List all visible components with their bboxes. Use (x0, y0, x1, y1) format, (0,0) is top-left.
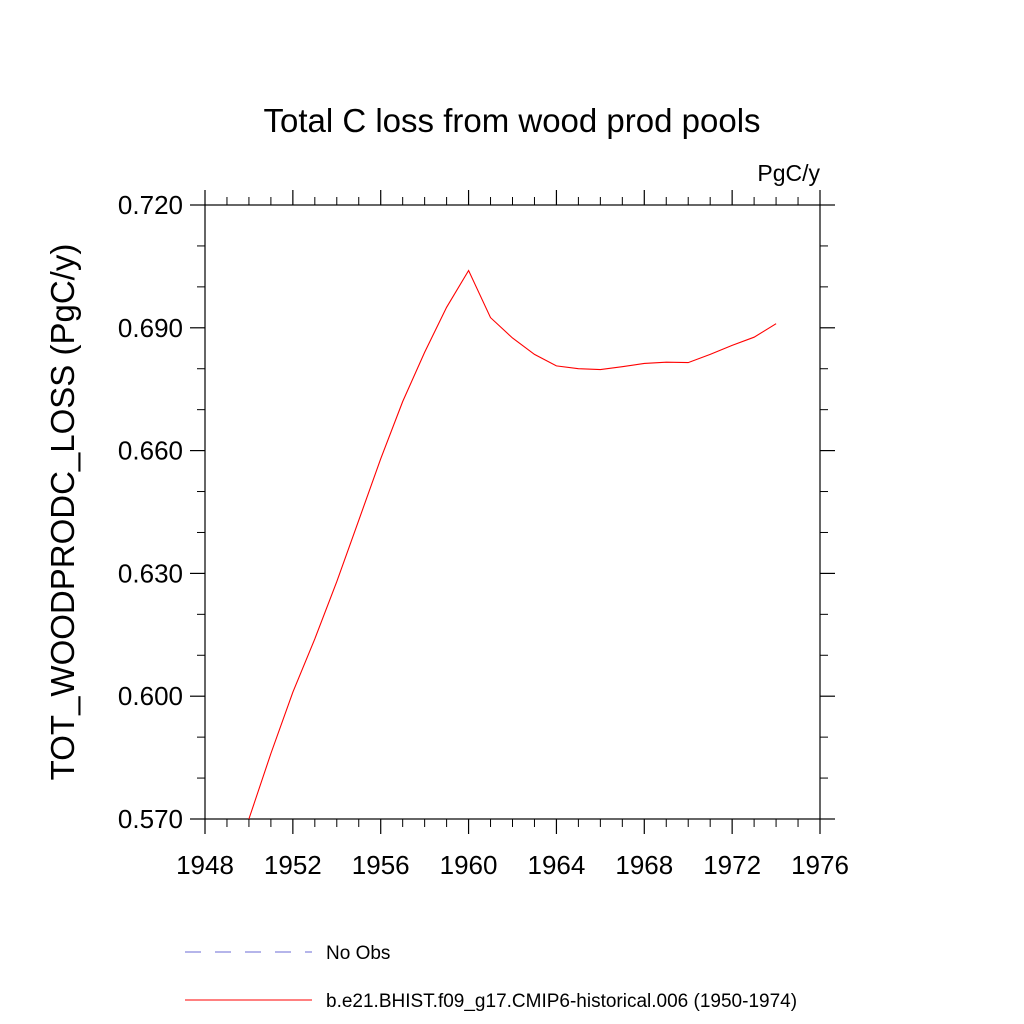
legend: No Obs b.e21.BHIST.f09_g17.CMIP6-historic… (185, 943, 797, 1012)
x-tick-label: 1952 (264, 850, 322, 880)
x-tick-label: 1972 (703, 850, 761, 880)
x-tick-label: 1976 (791, 850, 849, 880)
units-label: PgC/y (757, 160, 820, 186)
x-tick-label: 1948 (176, 850, 234, 880)
y-tick-label: 0.660 (118, 436, 183, 466)
chart-title: Total C loss from wood prod pools (263, 102, 760, 139)
plot-area: 1948 1952 1956 1960 1964 1968 1972 1976 0.570 0.6… (118, 190, 849, 880)
legend-label: b.e21.BHIST.f09_g17.CMIP6-historical.006… (326, 991, 797, 1012)
y-axis-label: TOT_WOODPRODC_LOSS (PgC/y) (44, 244, 81, 781)
x-tick-label: 1956 (352, 850, 410, 880)
y-tick-label: 0.720 (118, 190, 183, 220)
x-tick-label: 1968 (615, 850, 673, 880)
plot-frame (204, 204, 821, 820)
y-tick-label: 0.690 (118, 313, 183, 343)
y-tick-label: 0.570 (118, 804, 183, 834)
y-tick-label: 0.600 (118, 681, 183, 711)
series-line-0 (248, 269, 777, 820)
x-tick-label: 1964 (528, 850, 586, 880)
x-tick-label: 1960 (440, 850, 498, 880)
y-tick-label: 0.630 (118, 558, 183, 588)
legend-label: No Obs (326, 943, 390, 964)
